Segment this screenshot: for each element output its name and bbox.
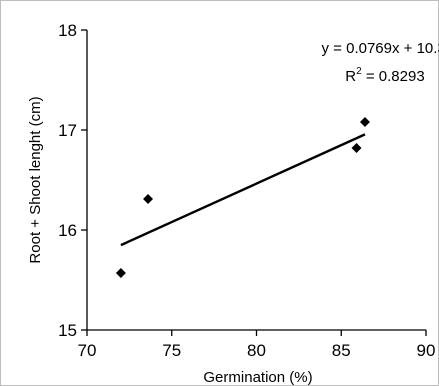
y-tick-label: 17 bbox=[58, 121, 77, 140]
trendline-equation: y = 0.0769x + 10.312 bbox=[322, 40, 439, 57]
x-tick-label: 90 bbox=[417, 341, 436, 360]
tick-labels: 15 16 17 18 70 75 80 85 90 bbox=[58, 21, 435, 360]
r-squared-value: = 0.8293 bbox=[362, 68, 425, 85]
data-point-marker bbox=[115, 268, 126, 278]
x-tick-label: 75 bbox=[162, 341, 181, 360]
data-points bbox=[115, 117, 370, 278]
y-tick-label: 18 bbox=[58, 21, 77, 40]
trendline bbox=[120, 133, 366, 247]
trendline-group bbox=[120, 133, 366, 247]
y-axis-title: Root + Shoot lenght (cm) bbox=[27, 96, 44, 263]
r-squared-prefix: R bbox=[345, 68, 356, 85]
x-tick-label: 80 bbox=[247, 341, 266, 360]
y-tick-label: 15 bbox=[58, 321, 77, 340]
x-tick-label: 70 bbox=[78, 341, 97, 360]
ticks bbox=[81, 29, 427, 336]
data-point-marker bbox=[143, 194, 154, 204]
r-squared-label: R2 = 0.8293 bbox=[345, 66, 424, 85]
data-point-marker bbox=[359, 117, 370, 127]
r-squared-superscript: 2 bbox=[356, 66, 362, 77]
x-axis-title: Germination (%) bbox=[203, 369, 312, 386]
x-tick-label: 85 bbox=[332, 341, 351, 360]
y-tick-label: 16 bbox=[58, 221, 77, 240]
data-point-marker bbox=[351, 143, 362, 153]
